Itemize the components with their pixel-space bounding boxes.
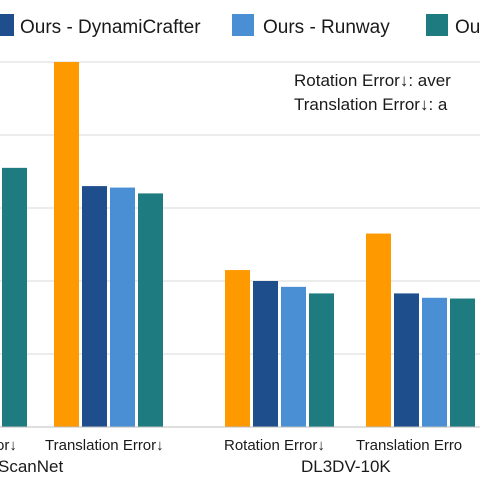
legend-label-third: Ou <box>455 17 480 38</box>
tick-label-scannet-rotation: or↓ <box>0 437 17 454</box>
legend-swatch-dynamicrafter <box>0 14 14 36</box>
bar-cat0-series3 <box>2 167 27 427</box>
bar-cat2-series3 <box>309 293 334 427</box>
bar-cat1-series3 <box>138 193 163 427</box>
tick-label-dl3dv-rotation: Rotation Error↓ <box>224 437 325 454</box>
tick-label-scannet-translation: Translation Error↓ <box>45 437 164 454</box>
bar-cat1-series1 <box>82 186 107 427</box>
category-tick-labels: or↓ Translation Error↓ Rotation Error↓ T… <box>0 437 462 454</box>
tick-label-dl3dv-translation: Translation Erro <box>356 437 462 454</box>
bar-cat2-series2 <box>281 286 306 427</box>
legend-swatch-runway <box>232 14 254 36</box>
group-labels: ScanNet DL3DV-10K <box>0 457 391 476</box>
bars <box>2 62 475 427</box>
bar-cat3-series0 <box>366 233 391 427</box>
annotation-translation: Translation Error↓: a <box>294 95 448 114</box>
bar-cat3-series2 <box>422 297 447 427</box>
legend: Ours - DynamiCrafter Ours - Runway Ou <box>0 14 480 38</box>
legend-label-dynamicrafter: Ours - DynamiCrafter <box>20 17 201 38</box>
bar-cat2-series1 <box>253 281 278 427</box>
legend-swatch-third <box>426 14 448 36</box>
group-label-dl3dv: DL3DV-10K <box>301 457 391 476</box>
bar-cat3-series1 <box>394 293 419 427</box>
group-label-scannet: ScanNet <box>0 457 63 476</box>
annotations: Rotation Error↓: aver Translation Error↓… <box>294 71 451 114</box>
bar-cat3-series3 <box>450 298 475 427</box>
bar-cat1-series0 <box>54 62 79 427</box>
bar-cat1-series2 <box>110 187 135 427</box>
legend-label-runway: Ours - Runway <box>263 17 390 38</box>
bar-cat2-series0 <box>225 270 250 427</box>
annotation-rotation: Rotation Error↓: aver <box>294 71 451 90</box>
